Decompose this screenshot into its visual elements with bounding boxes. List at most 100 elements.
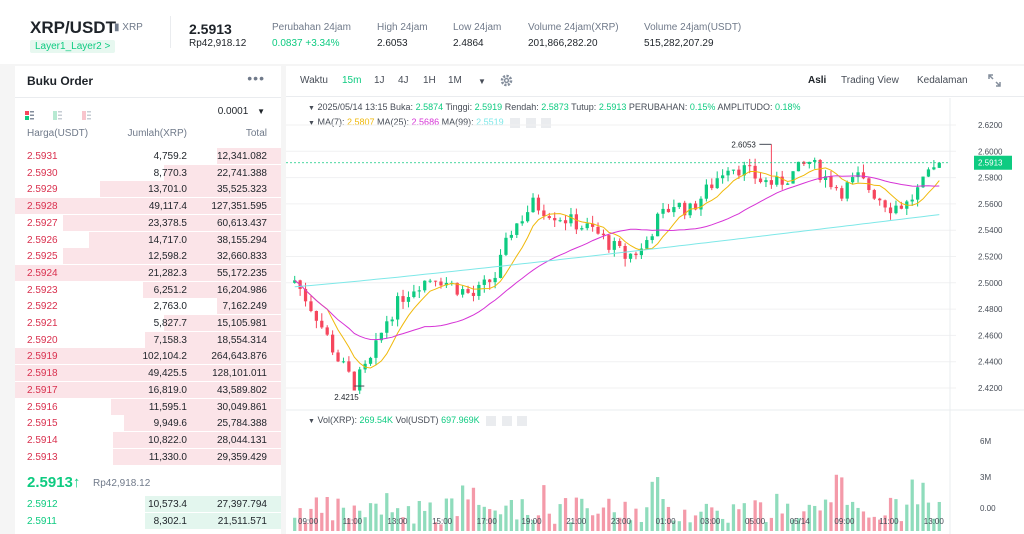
candle-body — [368, 357, 373, 364]
order-price: 2.5914 — [27, 434, 58, 446]
coin-info[interactable]: ▮ XRP — [114, 22, 143, 33]
order-price: 2.5918 — [27, 368, 58, 380]
candle-body — [786, 183, 790, 185]
precision-select[interactable]: 0.0001 ▼ — [218, 106, 265, 117]
stat-label-change: Perubahan 24jam — [272, 22, 351, 33]
candle-body — [390, 319, 394, 322]
volume-bar — [672, 520, 676, 531]
view-original[interactable]: Asli — [808, 75, 827, 86]
ask-row[interactable]: 2.5915 9,949.6 25,784.388 — [15, 415, 281, 432]
ask-row[interactable]: 2.5919 102,104.2 264,643.876 — [15, 348, 281, 365]
more-options-icon[interactable]: ••• — [247, 70, 265, 86]
candlestick-chart[interactable]: 2.6200 2.6000 2.5800 2.5600 2.5400 2.5200 2.50… — [286, 98, 1024, 534]
ask-row[interactable]: 2.5931 4,759.2 12,341.082 — [15, 148, 281, 164]
candle-body — [412, 291, 416, 298]
ask-row[interactable]: 2.5916 11,595.1 30,049.861 — [15, 398, 281, 415]
candle-body — [710, 184, 714, 189]
candle-body — [861, 172, 866, 179]
view-depth[interactable]: Kedalaman — [917, 75, 968, 86]
collapse-caret-icon[interactable]: ▼ — [308, 418, 315, 425]
candle-body — [406, 297, 411, 302]
volume-bar — [721, 518, 725, 531]
ask-row[interactable]: 2.5917 16,819.0 43,589.802 — [15, 381, 281, 398]
ask-row[interactable]: 2.5930 8,770.3 22,741.388 — [15, 164, 281, 181]
volume-bar — [520, 499, 524, 531]
ask-row[interactable]: 2.5928 49,117.4 127,351.595 — [15, 198, 281, 215]
change-value: 0.15% — [689, 102, 716, 112]
depth-bar — [62, 248, 281, 265]
price-tick-label: 2.5400 — [978, 226, 1003, 235]
indicator-settings-icon[interactable] — [501, 415, 512, 426]
interval-1m[interactable]: 1M — [448, 75, 462, 86]
hide-indicator-icon[interactable] — [510, 117, 521, 128]
ask-row[interactable]: 2.5925 12,598.2 32,660.833 — [15, 248, 281, 265]
ask-row[interactable]: 2.5924 21,282.3 55,172.235 — [15, 264, 281, 281]
fullscreen-icon[interactable] — [988, 74, 1001, 87]
stat-label-vol-xrp: Volume 24jam(XRP) — [528, 22, 619, 33]
volume-bar — [293, 517, 297, 531]
order-total: 21,511.571 — [217, 515, 267, 527]
ask-row[interactable]: 2.5927 23,378.5 60,613.437 — [15, 214, 281, 231]
time-label: Waktu — [300, 75, 328, 86]
ask-row[interactable]: 2.5914 10,822.0 28,044.131 — [15, 431, 281, 448]
volume-bar — [802, 511, 806, 531]
ma99-line — [294, 214, 940, 288]
interval-1j[interactable]: 1J — [374, 75, 385, 86]
coin-label: XRP — [122, 22, 143, 33]
volume-bar — [309, 508, 313, 531]
collapse-caret-icon[interactable]: ▼ — [308, 120, 315, 127]
ask-row[interactable]: 2.5920 7,158.3 18,554.314 — [15, 331, 281, 348]
order-price: 2.5920 — [27, 334, 58, 346]
volume-bar — [580, 498, 584, 531]
bid-row[interactable]: 2.5911 8,302.1 21,511.571 — [15, 512, 281, 529]
order-amount: 49,425.5 — [148, 368, 187, 380]
volume-bar — [466, 499, 470, 531]
view-tradingview[interactable]: Trading View — [841, 75, 899, 86]
both-sides-view-icon[interactable] — [25, 111, 34, 120]
ask-row[interactable]: 2.5922 2,763.0 7,162.249 — [15, 298, 281, 315]
order-total: 128,101.011 — [212, 368, 267, 380]
bid-row[interactable]: 2.5912 10,573.4 27,397.794 — [15, 496, 281, 512]
time-tick-label: 05:00 — [745, 517, 766, 526]
ask-row[interactable]: 2.5929 13,701.0 35,525.323 — [15, 181, 281, 198]
candle-body — [639, 248, 643, 256]
candle-body — [336, 352, 340, 362]
candle-body — [536, 197, 541, 211]
interval-1h[interactable]: 1H — [423, 75, 436, 86]
ask-row[interactable]: 2.5918 49,425.5 128,101.011 — [15, 365, 281, 382]
precision-value: 0.0001 — [217, 106, 249, 117]
vol-xrp-label: Vol(XRP): — [317, 415, 357, 425]
indicator-settings-icon[interactable] — [525, 117, 536, 128]
hide-indicator-icon[interactable] — [486, 415, 497, 426]
ask-row[interactable]: 2.5913 11,330.0 29,359.429 — [15, 448, 281, 465]
close-value: 2.5913 — [598, 102, 627, 112]
interval-4j[interactable]: 4J — [398, 75, 409, 86]
candle-body — [758, 178, 763, 183]
volume-bar — [791, 519, 795, 531]
remove-indicator-icon[interactable] — [517, 415, 528, 426]
asks-only-view-icon[interactable] — [81, 111, 91, 120]
category-tag[interactable]: Layer1_Layer2 > — [30, 40, 116, 53]
candle-body — [699, 198, 703, 210]
ask-row[interactable]: 2.5926 14,717.0 38,155.294 — [15, 231, 281, 248]
candle-body — [731, 169, 736, 171]
volume-bar — [937, 501, 941, 531]
volume-bar — [883, 515, 887, 531]
collapse-caret-icon[interactable]: ▼ — [308, 105, 315, 112]
volume-bar — [851, 501, 855, 531]
order-total: 28,044.131 — [216, 434, 267, 446]
volume-bar — [471, 487, 476, 531]
more-intervals-caret-icon[interactable]: ▼ — [478, 77, 486, 86]
bids-only-view-icon[interactable] — [53, 111, 63, 120]
time-tick-label: 09:00 — [834, 517, 855, 526]
pair-title[interactable]: XRP/USDT — [30, 18, 116, 37]
ask-row[interactable]: 2.5923 6,251.2 16,204.986 — [15, 281, 281, 298]
interval-15m[interactable]: 15m — [342, 75, 362, 86]
order-amount: 11,330.0 — [148, 451, 187, 463]
remove-indicator-icon[interactable] — [541, 117, 552, 128]
volume-bar — [834, 474, 838, 531]
open-label: Buka: — [390, 102, 414, 112]
order-total: 127,351.595 — [211, 201, 267, 213]
settings-gear-icon[interactable] — [500, 74, 513, 87]
ask-row[interactable]: 2.5921 5,827.7 15,105.981 — [15, 315, 281, 331]
